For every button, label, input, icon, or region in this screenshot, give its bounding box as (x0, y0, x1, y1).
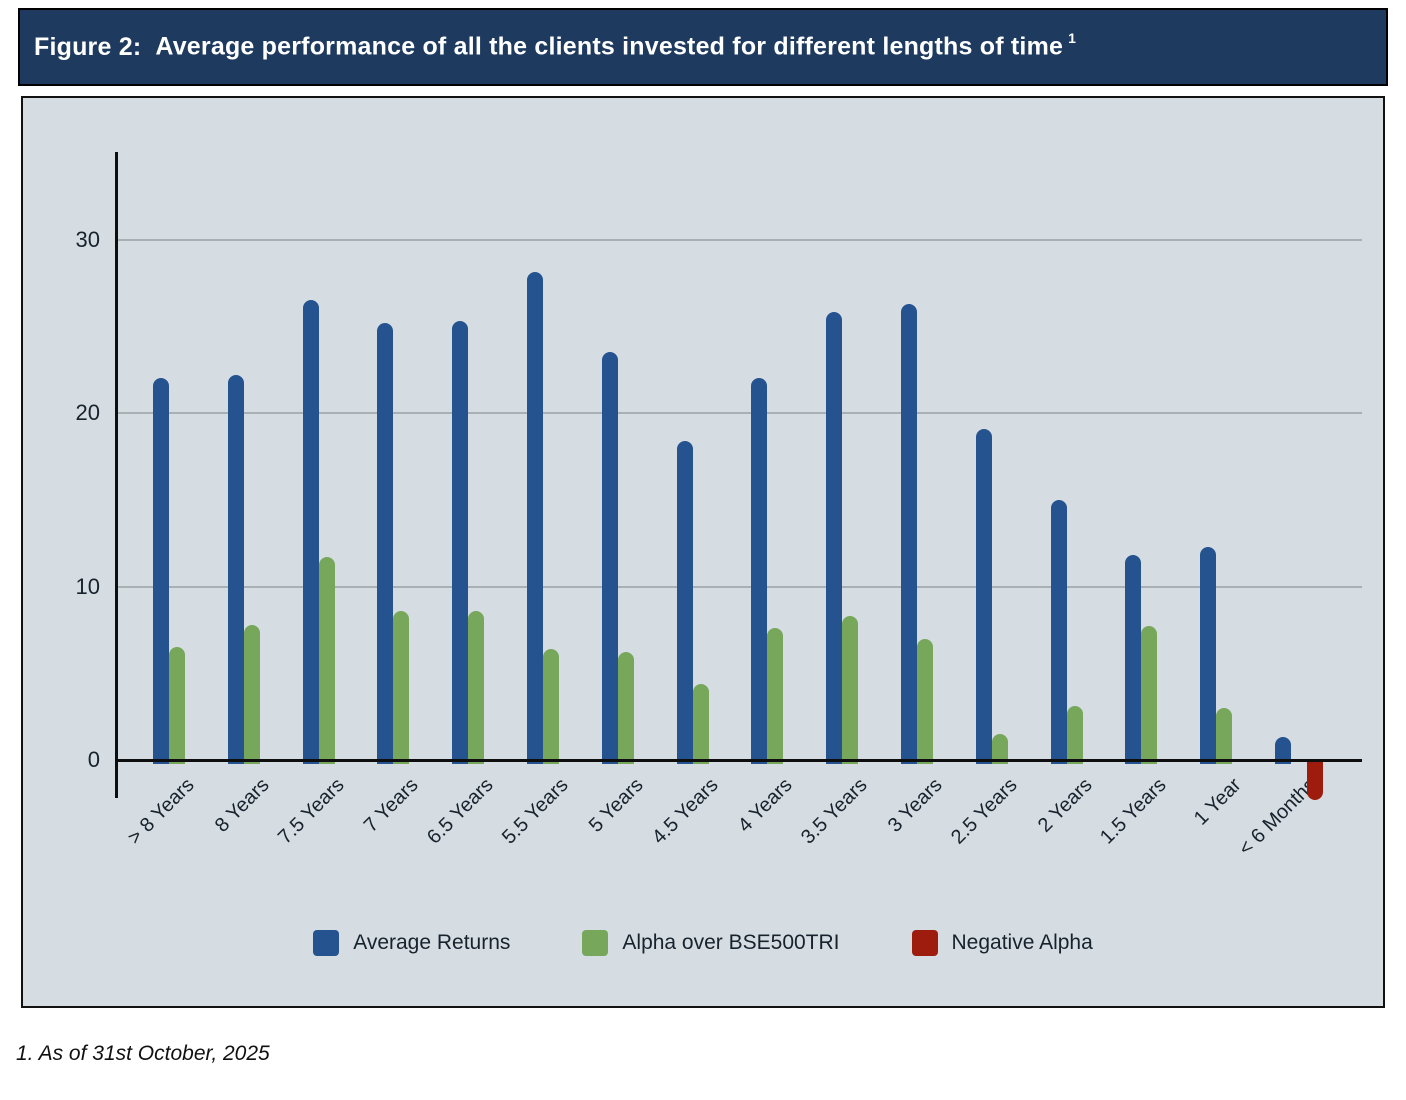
bar-alpha (243, 624, 260, 764)
bar-alpha (991, 733, 1008, 764)
bar-average-returns (452, 321, 469, 764)
legend-swatch-red (911, 930, 938, 956)
y-tick-label: 20 (75, 400, 100, 425)
bar-average-returns (901, 303, 917, 764)
bar-negative-alpha (1307, 762, 1323, 801)
bar-alpha (767, 628, 784, 764)
figure-title: Figure 2: Average performance of all the … (34, 30, 1077, 61)
bar-alpha (393, 610, 410, 764)
bar-average-returns (302, 300, 319, 764)
bar-alpha (318, 557, 335, 764)
bar-average-returns (527, 272, 543, 764)
bar-average-returns (1050, 499, 1067, 764)
x-axis-line (118, 759, 1362, 762)
chart-legend: Average Returns Alpha over BSE500TRI Neg… (23, 930, 1383, 956)
legend-item-alpha: Alpha over BSE500TRI (582, 930, 840, 956)
bar-chart-plot-area: 0 10 20 30 > 8 Years 8 Years 7.5 Years 7 Years 6… (23, 98, 1383, 1006)
bar-average-returns (153, 378, 169, 764)
bar-average-returns (377, 322, 394, 764)
bar-alpha (1141, 626, 1158, 764)
bar-average-returns (1200, 546, 1217, 764)
legend-label: Alpha over BSE500TRI (622, 931, 840, 954)
gridline (118, 585, 1362, 588)
bar-average-returns (1275, 737, 1291, 764)
bar-alpha (169, 647, 185, 764)
chart-panel: 0 10 20 30 > 8 Years 8 Years 7.5 Years 7 Years 6… (21, 96, 1385, 1008)
figure-title-bar: Figure 2: Average performance of all the … (18, 8, 1388, 86)
y-axis-line (115, 152, 118, 798)
y-tick-label: 10 (75, 573, 100, 599)
footnote: 1. As of 31st October, 2025 (16, 1042, 270, 1065)
bar-alpha (1216, 707, 1233, 764)
legend-item-average-returns: Average Returns (313, 930, 510, 956)
legend-label: Negative Alpha (951, 931, 1093, 954)
bar-alpha (917, 638, 933, 764)
bar-alpha (468, 610, 485, 764)
bar-alpha (617, 652, 634, 764)
legend-swatch-blue (313, 930, 340, 956)
footnote-marker: 1 (1068, 30, 1077, 47)
y-tick-label: 0 (87, 747, 100, 772)
legend-item-negative-alpha: Negative Alpha (911, 930, 1093, 956)
figure-title-text: Average performance of all the clients i… (155, 32, 1064, 61)
bar-average-returns (1125, 555, 1142, 764)
gridline (118, 412, 1362, 414)
bar-average-returns (826, 312, 843, 764)
legend-label: Average Returns (353, 931, 511, 954)
bar-average-returns (227, 374, 244, 764)
y-tick-label: 30 (75, 226, 100, 252)
bar-average-returns (751, 378, 768, 764)
bar-alpha (842, 615, 859, 764)
bar-alpha (543, 648, 559, 764)
bar-average-returns (676, 440, 693, 764)
bar-alpha (692, 683, 709, 764)
bar-average-returns (975, 428, 992, 764)
legend-swatch-green (582, 930, 609, 956)
bar-alpha (1066, 706, 1083, 764)
bar-average-returns (601, 352, 618, 764)
gridline (118, 238, 1362, 241)
figure-number: Figure 2: (34, 32, 142, 61)
